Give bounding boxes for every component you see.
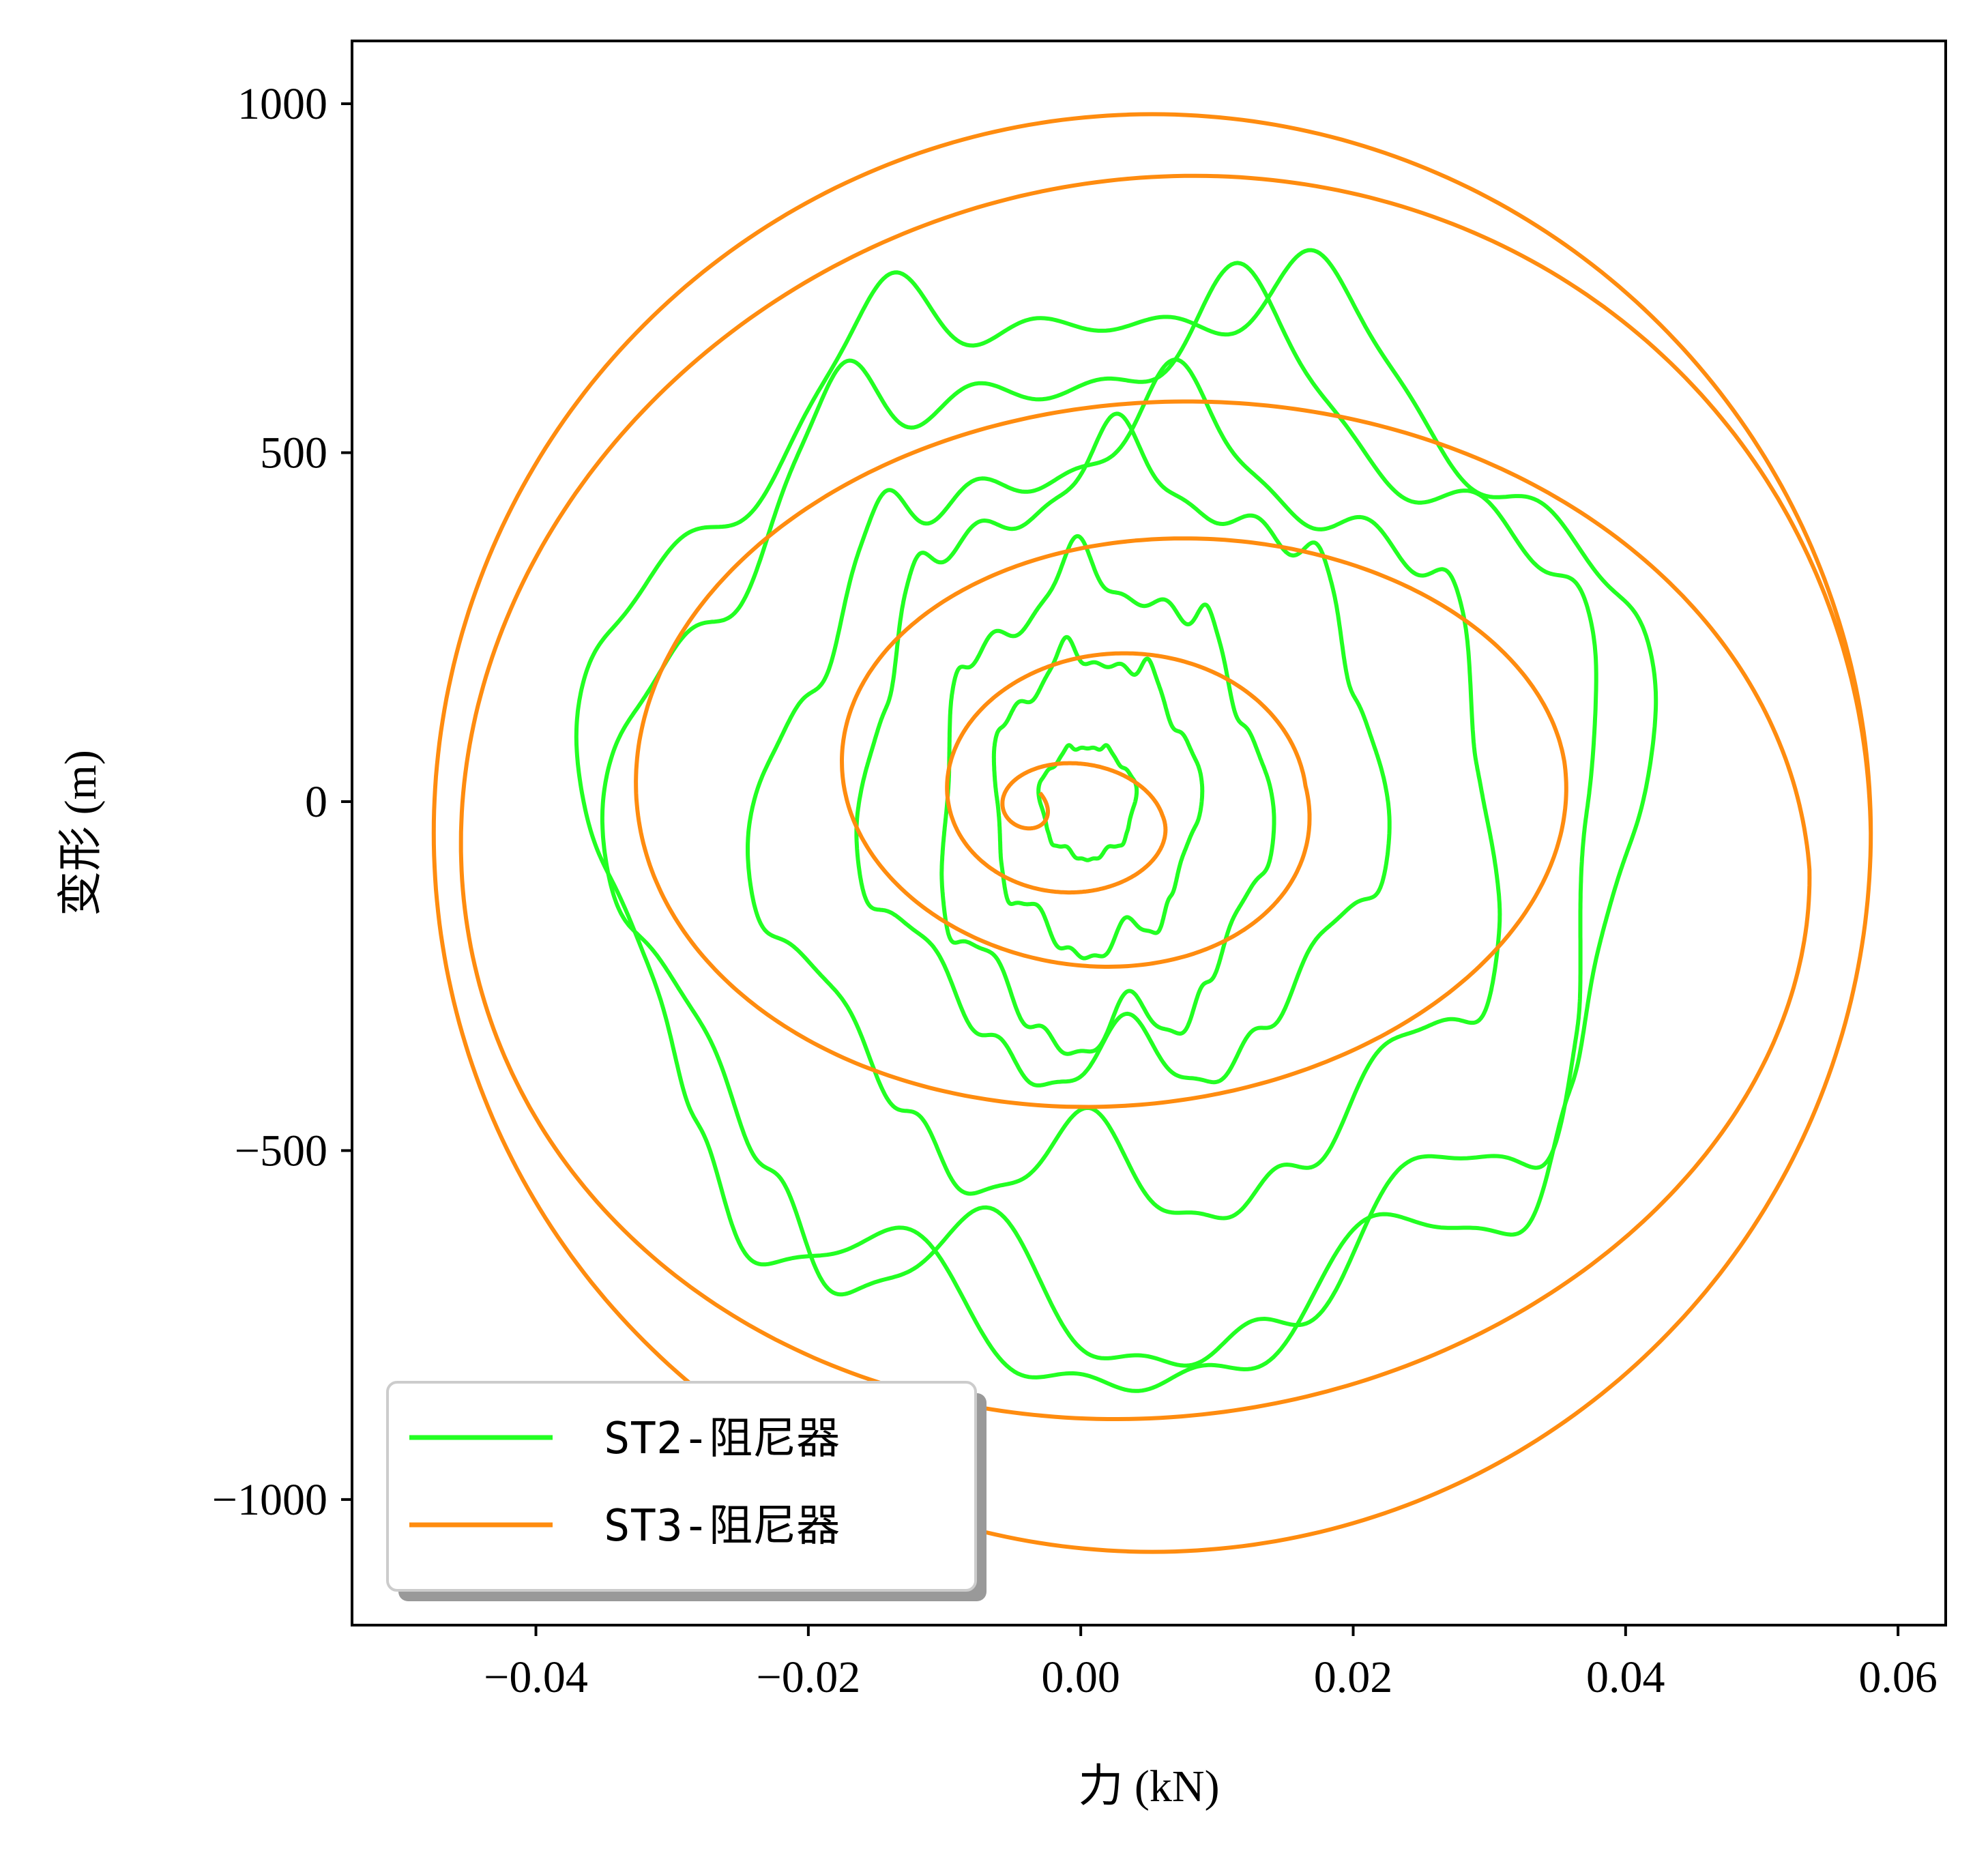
y-tick-label: 0 xyxy=(305,777,327,827)
series-st2-line xyxy=(746,358,1502,1221)
y-tick-label: 500 xyxy=(260,428,327,478)
series-st2-line xyxy=(854,411,1392,1088)
x-tick-label: −0.04 xyxy=(484,1652,588,1702)
x-tick-label: 0.04 xyxy=(1586,1652,1665,1702)
x-axis-label: 力 (kN) xyxy=(1078,1762,1219,1811)
legend-label-st3: ST3-阻尼器 xyxy=(604,1501,840,1551)
x-tick-label: −0.02 xyxy=(756,1652,860,1702)
legend-label-st2: ST2-阻尼器 xyxy=(604,1414,840,1464)
y-tick-label: −500 xyxy=(235,1126,327,1176)
series-st2-line xyxy=(600,261,1598,1368)
y-axis-label: 变形 (m) xyxy=(56,750,106,916)
legend: ST2-阻尼器 ST3-阻尼器 xyxy=(386,1381,986,1601)
series-st2-line xyxy=(1036,743,1139,862)
series-st2-line xyxy=(939,534,1276,1056)
series-st3-line xyxy=(431,112,1873,1554)
plot-frame xyxy=(351,40,1947,1626)
series-st2-line xyxy=(991,634,1205,961)
y-tick-label: 1000 xyxy=(237,79,327,129)
x-tick-label: 0.06 xyxy=(1858,1652,1938,1702)
x-tick-label: 0.02 xyxy=(1314,1652,1393,1702)
legend-box xyxy=(386,1381,977,1592)
series-layer xyxy=(431,112,1873,1554)
y-tick-label: −1000 xyxy=(212,1475,327,1525)
x-tick-label: 0.00 xyxy=(1041,1652,1120,1702)
series-st2-line xyxy=(574,248,1658,1393)
axis-ticks: −0.04 −0.02 0.00 0.02 0.04 0.06 1000 500 0 −500 −1… xyxy=(212,79,1938,1702)
